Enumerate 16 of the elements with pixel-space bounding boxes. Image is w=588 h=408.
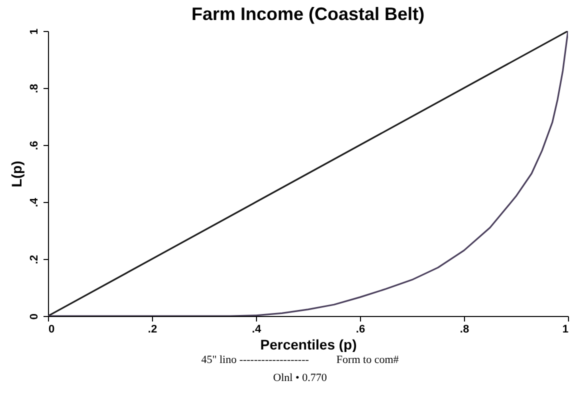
x-tick-label: .2 (148, 324, 158, 336)
y-tick-label: 0 (28, 313, 40, 320)
x-tick-label: 0 (48, 324, 55, 336)
x-tick-label: .8 (460, 324, 470, 336)
y-tick-label: .4 (28, 197, 40, 208)
x-tick-label: 1 (562, 324, 568, 336)
y-tick-label: .8 (28, 84, 40, 94)
text: 45" lino ------------------- Form to com# (200, 354, 400, 366)
y-tick-label: .6 (28, 140, 40, 150)
x-tick-label: .4 (252, 324, 262, 336)
chart-title: Farm Income (Coastal Belt) (191, 4, 425, 24)
y-tick-label: 1 (28, 28, 40, 35)
text: Olnl • 0.770 (272, 372, 328, 384)
x-tick-label: .6 (356, 324, 366, 336)
y-tick-label: .2 (28, 254, 40, 264)
y-axis-title: L(p) (8, 160, 24, 188)
